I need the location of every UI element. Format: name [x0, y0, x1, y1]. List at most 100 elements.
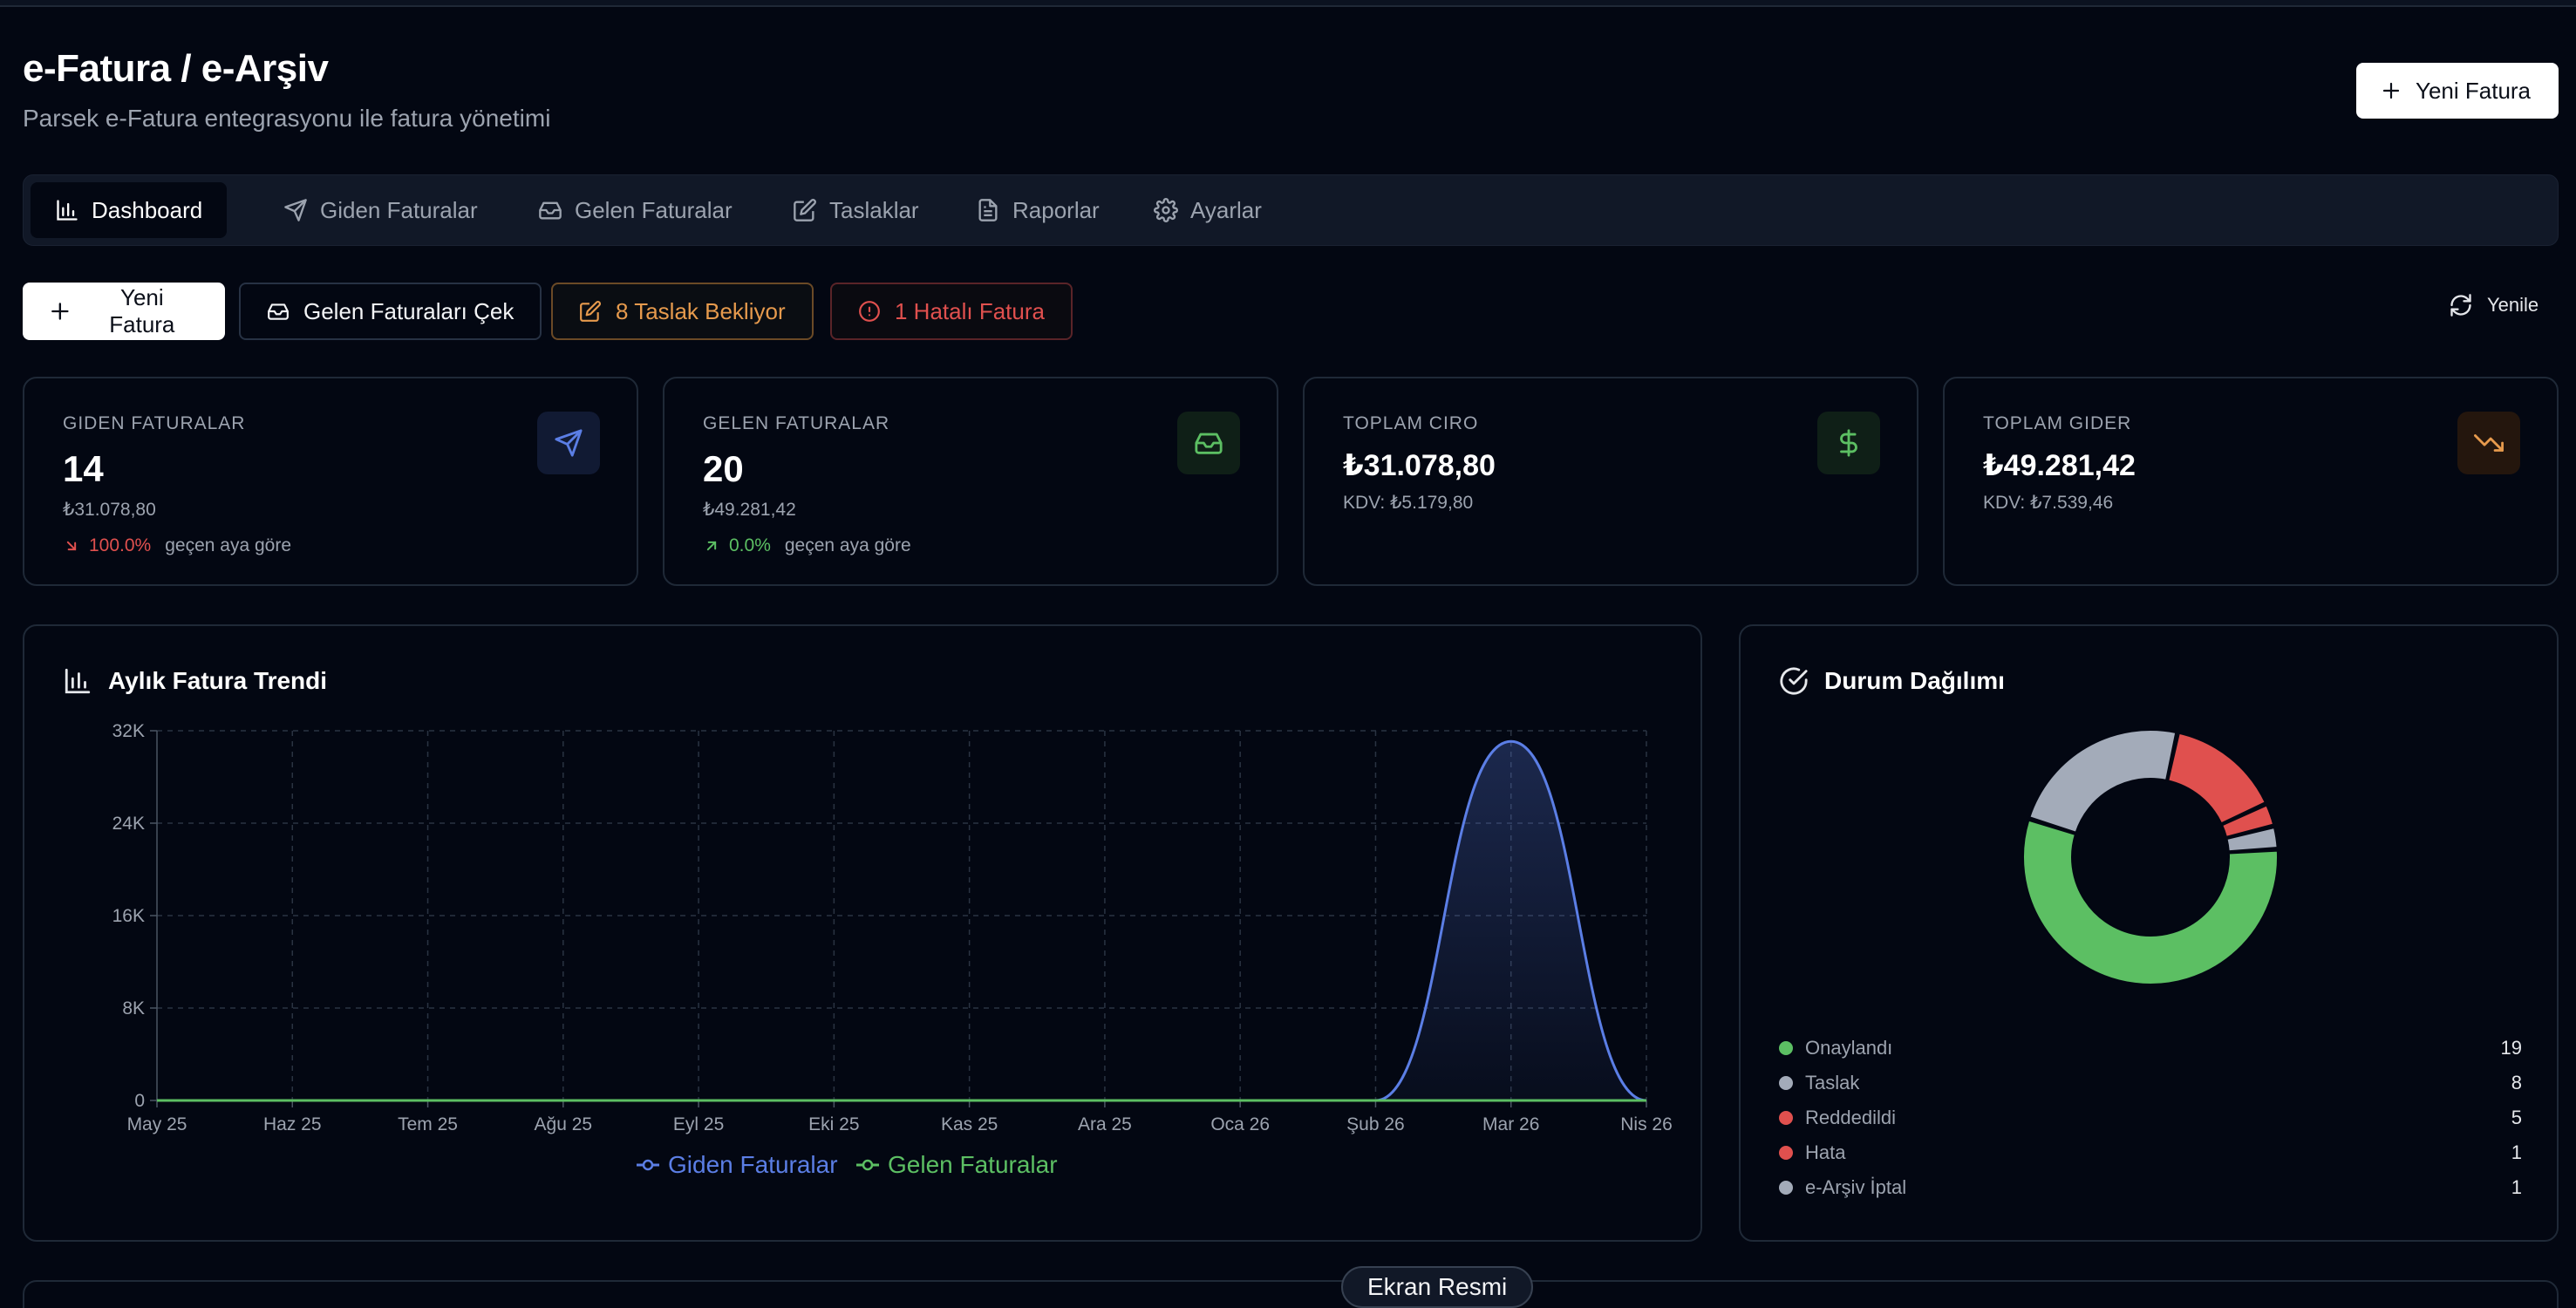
distribution-count: 19 [2500, 1037, 2522, 1059]
tab-outgoing[interactable]: Giden Faturalar [259, 182, 502, 238]
x-tick-label: Eki 25 [808, 1114, 859, 1134]
alert-circle-icon [859, 301, 880, 322]
plus-icon [2382, 82, 2400, 99]
trending-down-icon [2474, 434, 2504, 452]
trend-chart-title-text: Aylık Fatura Trendi [108, 667, 328, 694]
status-distribution-card: Durum Dağılımı Onaylandı 19 Taslak 8 Red… [1739, 624, 2559, 1242]
x-tick-label: Haz 25 [263, 1114, 322, 1134]
distribution-item: Hata 1 [1779, 1139, 2522, 1167]
dollar-icon [1840, 429, 1857, 457]
donut-slice-0 [2022, 819, 2279, 985]
legend-line-marker-icon [856, 1159, 879, 1171]
x-tick-label: Oca 26 [1210, 1114, 1270, 1134]
distribution-count: 1 [2511, 1141, 2522, 1163]
page-title: e-Fatura / e-Arşiv [23, 47, 329, 90]
stat-icon-box [1177, 412, 1240, 474]
fetch-incoming-button[interactable]: Gelen Faturaları Çek [239, 283, 542, 340]
plus-icon [51, 303, 69, 320]
series-area-outgoing [157, 741, 1646, 1100]
stat-label: GELEN FATURALAR [703, 413, 890, 433]
refresh-icon [2450, 294, 2471, 317]
x-tick-label: Nis 26 [1620, 1114, 1673, 1134]
bar-chart-icon [57, 200, 78, 221]
stat-card-incoming: GELEN FATURALAR 20 ₺49.281,42 0.0% geçen… [663, 377, 1278, 586]
legend-line-marker-icon [637, 1159, 659, 1171]
donut-slice-2 [2167, 732, 2267, 825]
distribution-label: Taslak [1805, 1072, 1860, 1093]
stat-card-expense: TOPLAM GIDER ₺49.281,42 KDV: ₺7.539,46 [1943, 377, 2559, 586]
header-new-invoice-button[interactable]: Yeni Fatura [2356, 63, 2559, 119]
tab-settings[interactable]: Ayarlar [1129, 182, 1286, 238]
x-tick-label: May 25 [127, 1114, 187, 1134]
legend-item-outgoing[interactable]: Giden Faturalar [635, 1151, 838, 1179]
status-dot [1779, 1181, 1793, 1195]
y-tick-label: 32K [112, 721, 145, 741]
distribution-count: 5 [2511, 1107, 2522, 1128]
edit-icon [794, 199, 816, 221]
legend-item-incoming[interactable]: Gelen Faturalar [855, 1151, 1058, 1179]
bar-chart-icon [65, 668, 91, 694]
legend-label: Gelen Faturalar [888, 1151, 1058, 1178]
check-circle-icon [1780, 667, 1808, 695]
status-donut-chart [2022, 729, 2279, 985]
stat-label: GIDEN FATURALAR [63, 413, 246, 433]
tab-label: Giden Faturalar [320, 196, 478, 223]
tab-label: Taslaklar [829, 196, 919, 223]
fetch-incoming-label: Gelen Faturaları Çek [303, 297, 515, 324]
y-tick-label: 24K [112, 814, 145, 834]
tab-incoming[interactable]: Gelen Faturalar [514, 182, 757, 238]
stat-trend: 0.0% geçen aya göre [703, 535, 911, 556]
header-new-invoice-label: Yeni Fatura [2416, 77, 2532, 104]
donut-slice-4 [2225, 826, 2279, 853]
send-icon [284, 199, 307, 221]
tab-dashboard[interactable]: Dashboard [31, 182, 228, 238]
send-icon [555, 429, 583, 457]
edit-icon [580, 301, 601, 322]
arrow-down-right-icon [66, 541, 77, 551]
distribution-item: Onaylandı 19 [1779, 1034, 2522, 1062]
stat-icon-box [2457, 412, 2520, 474]
tab-drafts[interactable]: Taslaklar [768, 182, 944, 238]
stat-label: TOPLAM GIDER [1983, 413, 2132, 433]
arrow-up-right-icon [706, 541, 717, 551]
stat-card-outgoing: GIDEN FATURALAR 14 ₺31.078,80 100.0% geç… [23, 377, 638, 586]
new-invoice-button[interactable]: Yeni Fatura [23, 283, 225, 340]
stat-value: ₺31.078,80 [1343, 449, 1496, 482]
x-tick-label: Eyl 25 [673, 1114, 724, 1134]
trend-percent: 100.0% [89, 535, 152, 555]
screenshot-badge[interactable]: Ekran Resmi [1341, 1266, 1534, 1308]
stat-vat: KDV: ₺7.539,46 [1983, 493, 2114, 513]
stat-value: 20 [703, 448, 744, 489]
x-tick-label: Tem 25 [398, 1114, 458, 1134]
y-tick-label: 0 [134, 1091, 145, 1111]
tab-label: Ayarlar [1190, 196, 1262, 223]
file-text-icon [978, 199, 998, 221]
x-tick-label: Kas 25 [941, 1114, 998, 1134]
drafts-waiting-label: 8 Taslak Bekliyor [616, 297, 786, 324]
stat-trend: 100.0% geçen aya göre [63, 535, 291, 556]
status-dot [1779, 1076, 1793, 1090]
distribution-label: Hata [1805, 1141, 1846, 1163]
drafts-waiting-button[interactable]: 8 Taslak Bekliyor [551, 283, 814, 340]
stat-value: ₺49.281,42 [1983, 449, 2136, 482]
distribution-item: Taslak 8 [1779, 1069, 2522, 1097]
distribution-title: Durum Dağılımı [1779, 666, 2005, 696]
refresh-button[interactable]: Yenile [2449, 293, 2539, 317]
trend-chart-title: Aylık Fatura Trendi [63, 666, 327, 696]
stat-icon-box [537, 412, 600, 474]
bottom-section-card [23, 1280, 2559, 1308]
tab-label: Dashboard [92, 196, 203, 223]
inbox-icon [268, 303, 289, 320]
distribution-label: e-Arşiv İptal [1805, 1176, 1907, 1198]
stat-amount: ₺49.281,42 [703, 500, 796, 520]
stat-icon-box [1817, 412, 1880, 474]
error-invoice-button[interactable]: 1 Hatalı Fatura [830, 283, 1073, 340]
status-dot [1779, 1146, 1793, 1160]
trend-text: geçen aya göre [165, 535, 292, 555]
trend-text: geçen aya göre [784, 535, 911, 555]
stat-value: 14 [63, 448, 104, 489]
x-tick-label: Şub 26 [1346, 1114, 1405, 1134]
tab-reports[interactable]: Raporlar [951, 182, 1124, 238]
y-tick-label: 16K [112, 906, 145, 926]
distribution-count: 8 [2511, 1072, 2522, 1093]
